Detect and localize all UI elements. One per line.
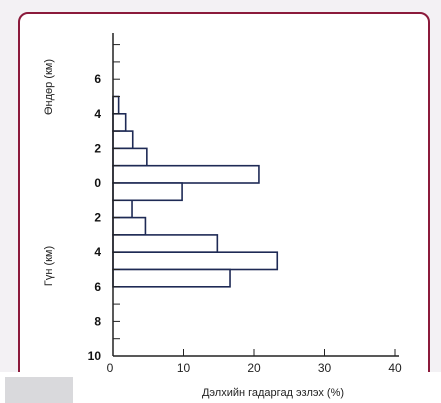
y-minor-ticks [113, 44, 120, 357]
x-tick-label: 0 [107, 361, 114, 375]
y-tick-labels: 6 4 2 0 2 4 6 8 10 [88, 72, 102, 363]
bar-8 [112, 234, 219, 253]
x-tick-label: 30 [318, 361, 332, 375]
bar-4 [112, 164, 260, 184]
upper-group-label: Өндөр (км) [43, 59, 55, 115]
bar-6 [112, 199, 133, 219]
bars-group [112, 95, 279, 288]
y-tick-label: 0 [94, 176, 101, 190]
y-tick-label: 4 [94, 107, 101, 121]
bar-5 [112, 182, 183, 202]
x-axis-title: Дэлхийн гадаргад эзлэх (%) [202, 387, 344, 399]
footer-gray-tab [5, 377, 73, 403]
x-tick-label: 40 [388, 361, 402, 375]
y-tick-label: 10 [88, 349, 102, 363]
bar-7 [112, 216, 147, 236]
bar-0 [112, 95, 120, 115]
chart-card [18, 12, 430, 386]
x-tick-label: 10 [177, 361, 191, 375]
y-tick-label: 2 [94, 141, 101, 155]
y-tick-label: 4 [94, 245, 101, 259]
x-ticks: 0 10 20 30 40 [107, 349, 402, 375]
lower-group-label: Гүн (км) [43, 246, 55, 286]
y-tick-label: 6 [94, 72, 101, 86]
y-tick-label: 8 [94, 314, 101, 328]
bar-9 [112, 251, 279, 271]
bar-10 [112, 268, 231, 288]
bar-3 [112, 147, 148, 167]
y-tick-label: 2 [94, 211, 101, 225]
y-tick-label: 6 [94, 280, 101, 294]
footer-strip [0, 372, 441, 403]
bar-2 [112, 130, 134, 150]
bar-1 [112, 113, 127, 132]
x-tick-label: 20 [247, 361, 261, 375]
